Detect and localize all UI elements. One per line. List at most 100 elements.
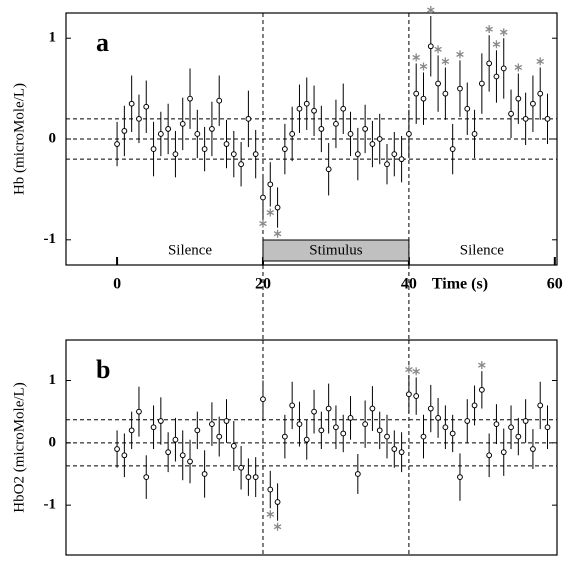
data-point [435,80,441,87]
data-point [471,402,478,409]
data-point [128,100,135,107]
data-point [442,424,449,431]
plot-frame [65,339,558,556]
data-point [245,115,252,122]
data-point [216,433,223,440]
x-tick-label: 40 [401,276,417,293]
period-label: Silence [460,242,504,258]
data-point [500,449,507,456]
x-tick-label: 20 [255,276,271,293]
data-point [347,414,354,421]
data-point [420,95,427,102]
data-point [136,408,142,415]
data-point [427,43,434,50]
data-point [478,386,485,393]
y-tick-label: -1 [44,497,57,513]
period-label: Stimulus [309,242,363,258]
data-point [457,85,463,92]
data-point [530,446,536,452]
data-point [340,430,347,437]
data-point [508,424,514,431]
data-point [223,141,230,147]
significance-star [273,522,282,531]
data-point [274,204,281,211]
data-point [486,452,493,459]
data-point [376,427,383,434]
data-point [442,90,449,97]
data-point [471,131,478,137]
stimulus-box [262,239,410,262]
data-point [201,146,208,152]
data-point [362,421,369,428]
data-point [303,100,310,107]
data-point [289,402,296,409]
data-point [303,436,310,443]
data-point [369,405,376,412]
data-point [187,95,193,102]
data-point [493,73,500,80]
y-tick-label: -1 [44,231,57,247]
period-label: Silence [168,242,212,258]
y-tick-label: 1 [49,30,57,46]
data-point [405,391,412,398]
data-point [544,424,551,431]
data-point [376,136,383,142]
data-point [318,427,325,434]
data-point [179,120,186,127]
significance-star [499,28,508,37]
y-axis-label: Hb (microMole/L) [11,83,27,195]
data-point [354,471,361,477]
data-point [427,405,434,412]
data-point [325,405,332,412]
data-point [172,436,179,443]
data-point [296,105,303,112]
data-point [209,421,215,428]
data-point [179,452,186,459]
data-point [478,80,485,87]
significance-star [405,365,413,374]
data-point [216,97,223,104]
x-tick-label: 0 [113,276,121,293]
data-point [544,115,551,122]
data-point [398,449,405,456]
data-point [457,474,463,481]
data-point [194,131,201,137]
significance-star [273,229,282,238]
data-point [238,464,244,471]
data-point [260,396,266,403]
data-point [128,427,135,434]
data-point [340,105,347,112]
data-point [267,181,274,188]
data-point [515,95,522,102]
significance-star [412,367,420,376]
data-point [230,443,237,449]
data-point [333,120,339,127]
significance-star [434,45,442,54]
data-point [223,418,230,424]
data-point [391,151,398,158]
data-point [413,90,420,97]
data-point [347,131,354,137]
significance-star [514,63,523,72]
significance-star [441,57,450,66]
data-point [150,424,157,431]
significance-star [492,40,501,49]
significance-star [536,57,545,66]
significance-star [266,208,275,217]
data-point [238,161,244,168]
panel-label: a [96,28,109,57]
data-point [121,128,128,134]
data-point [530,100,536,107]
data-point [449,146,456,152]
data-point [165,449,172,456]
data-point [420,433,427,440]
data-point [311,408,317,415]
significance-star [456,50,464,59]
data-point [369,141,376,147]
data-point [114,141,120,147]
significance-star [259,219,267,228]
data-point [384,433,390,440]
data-point [398,156,405,163]
data-point [260,194,266,201]
data-point [537,402,544,409]
